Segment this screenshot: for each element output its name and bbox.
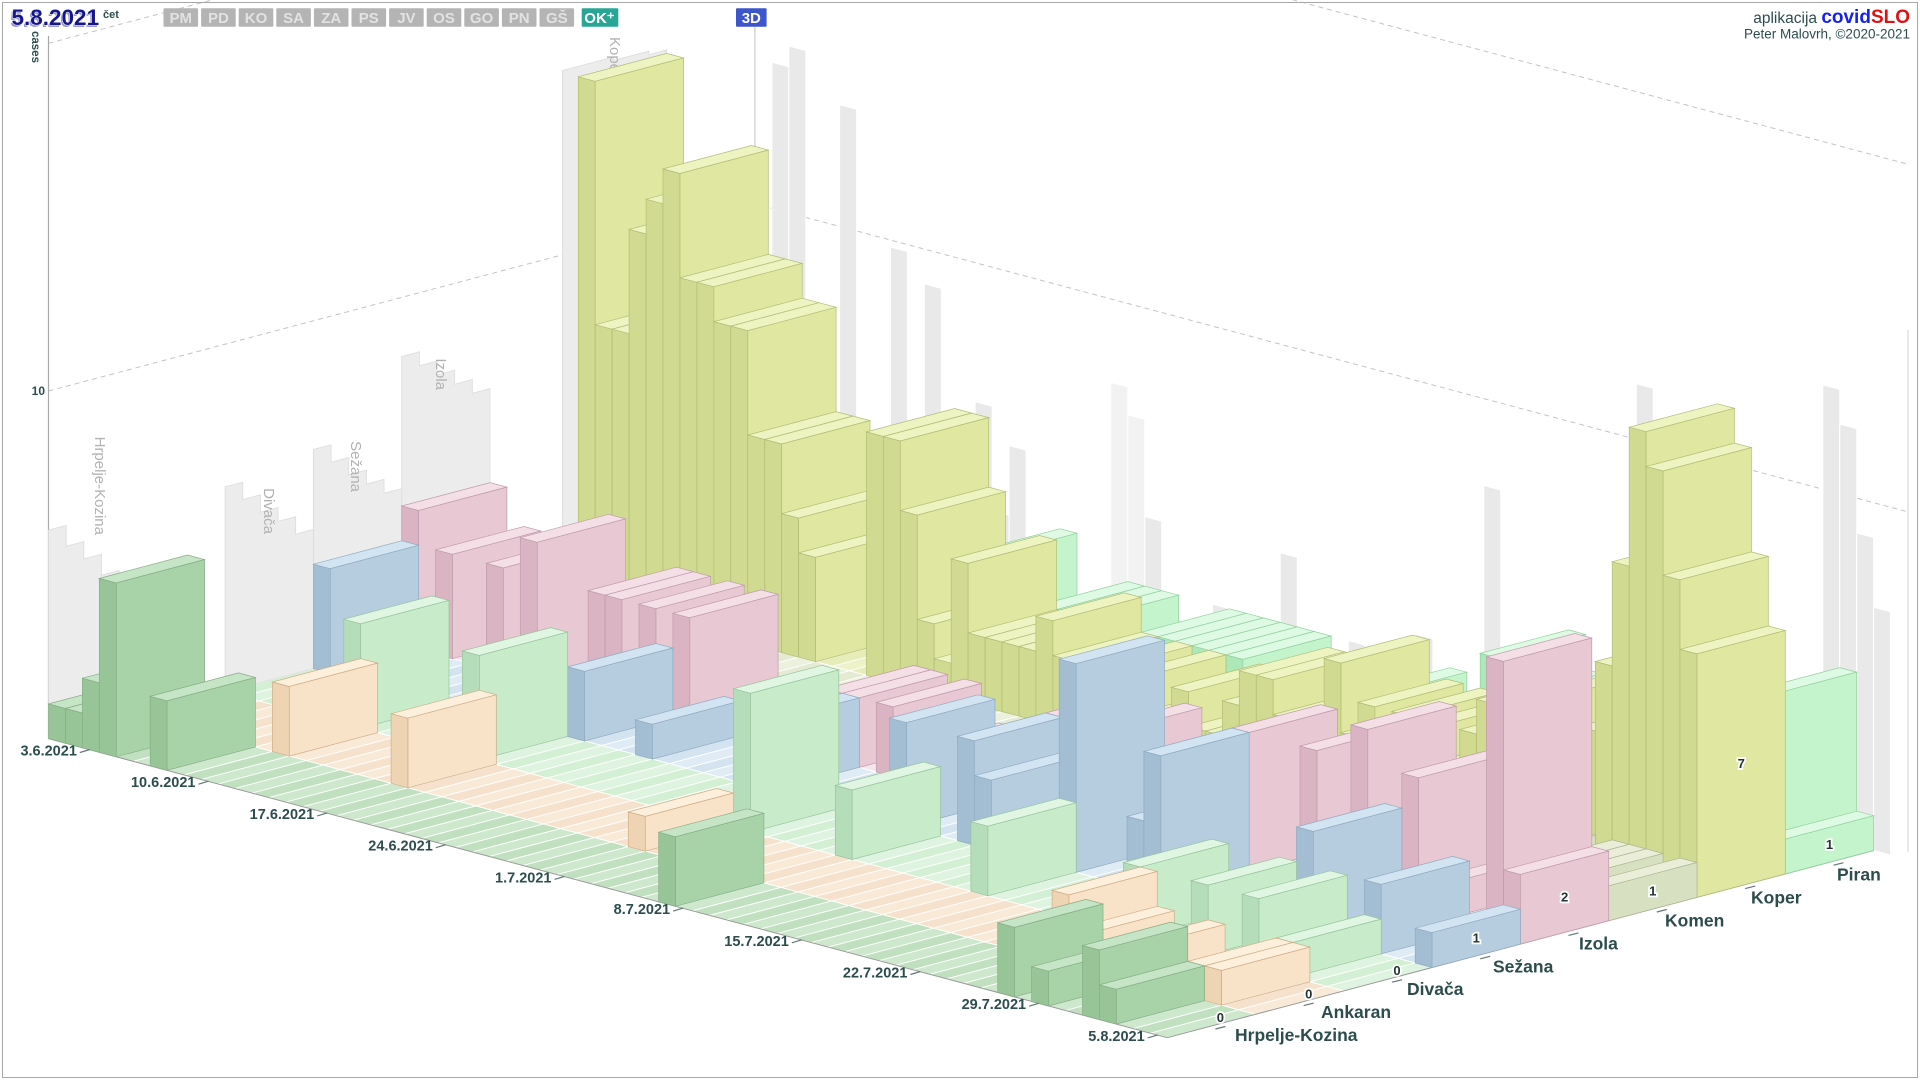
svg-text:10: 10 — [32, 384, 46, 398]
svg-text:PN: PN — [509, 10, 530, 27]
svg-text:24.6.2021: 24.6.2021 — [368, 839, 433, 855]
svg-text:Piran: Piran — [1837, 865, 1881, 885]
svg-text:čet: čet — [103, 9, 119, 21]
svg-text:Hrpelje-Kozina: Hrpelje-Kozina — [1235, 1025, 1358, 1045]
svg-text:2: 2 — [1561, 890, 1568, 905]
svg-text:ZA: ZA — [321, 10, 341, 27]
svg-text:GŠ: GŠ — [546, 9, 568, 27]
svg-text:5.8.2021: 5.8.2021 — [1088, 1029, 1144, 1045]
svg-text:Sežana: Sežana — [1493, 956, 1554, 976]
svg-text:OK⁺: OK⁺ — [584, 10, 615, 27]
svg-text:PD: PD — [208, 10, 229, 27]
svg-text:aplikacija covidSLO: aplikacija covidSLO — [1753, 7, 1910, 28]
svg-text:Izola: Izola — [1579, 933, 1618, 953]
svg-text:SA: SA — [283, 10, 304, 27]
svg-text:1: 1 — [1826, 837, 1833, 852]
svg-text:1: 1 — [1473, 930, 1480, 945]
svg-text:17.6.2021: 17.6.2021 — [250, 807, 315, 823]
svg-text:Divača: Divača — [260, 488, 277, 535]
svg-text:Komen: Komen — [1665, 911, 1724, 931]
svg-text:15.7.2021: 15.7.2021 — [724, 934, 789, 950]
svg-text:0: 0 — [1393, 963, 1400, 978]
svg-text:Divača: Divača — [1407, 979, 1464, 999]
svg-text:Sežana: Sežana — [347, 441, 364, 493]
svg-text:PS: PS — [359, 10, 379, 27]
svg-text:5.8.2021: 5.8.2021 — [12, 5, 100, 30]
svg-text:Ankaran: Ankaran — [1321, 1002, 1391, 1022]
svg-text:7: 7 — [1738, 756, 1745, 771]
svg-text:10.6.2021: 10.6.2021 — [131, 775, 196, 791]
svg-text:cases: cases — [29, 31, 41, 63]
svg-text:Izola: Izola — [432, 358, 449, 390]
svg-text:JV: JV — [397, 10, 415, 27]
svg-text:22.7.2021: 22.7.2021 — [843, 966, 908, 982]
svg-text:3D: 3D — [742, 10, 761, 27]
svg-text:OS: OS — [433, 10, 455, 27]
svg-text:Koper: Koper — [1751, 888, 1802, 908]
svg-text:PM: PM — [170, 10, 193, 27]
svg-text:1: 1 — [1649, 884, 1656, 899]
svg-text:29.7.2021: 29.7.2021 — [962, 997, 1027, 1013]
svg-text:Hrpelje-Kozina: Hrpelje-Kozina — [91, 437, 108, 536]
svg-text:1.7.2021: 1.7.2021 — [495, 870, 551, 886]
svg-text:KO: KO — [245, 10, 268, 27]
svg-text:Peter Malovrh, ©2020-2021: Peter Malovrh, ©2020-2021 — [1744, 27, 1910, 42]
svg-text:5.8.2021: 5.8.2021 — [10, 7, 98, 32]
svg-text:0: 0 — [1217, 1010, 1224, 1025]
svg-text:3.6.2021: 3.6.2021 — [20, 744, 76, 760]
svg-text:0: 0 — [1305, 987, 1312, 1002]
svg-text:GO: GO — [470, 10, 494, 27]
svg-text:8.7.2021: 8.7.2021 — [614, 902, 670, 918]
